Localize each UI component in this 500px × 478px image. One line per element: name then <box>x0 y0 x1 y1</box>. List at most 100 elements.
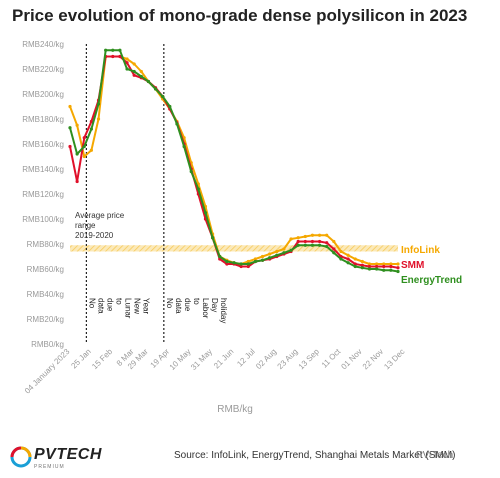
series-line-smm <box>69 55 399 269</box>
data-point-infolink <box>125 57 129 61</box>
data-point-infolink <box>303 234 307 239</box>
data-point-energytrend <box>232 261 236 265</box>
data-point-energytrend <box>367 267 372 271</box>
data-point-smm <box>375 264 379 269</box>
data-point-smm <box>332 247 336 251</box>
data-point-smm <box>353 262 357 266</box>
y-tick-label: RMB0/kg <box>31 340 64 349</box>
data-point-smm <box>118 54 122 59</box>
data-point-energytrend <box>253 259 257 264</box>
data-point-smm <box>325 241 329 245</box>
y-tick-label: RMB240/kg <box>22 40 64 49</box>
data-point-smm <box>68 144 72 149</box>
data-point-energytrend <box>189 169 193 174</box>
data-point-energytrend <box>389 268 393 272</box>
data-point-energytrend <box>296 243 300 247</box>
data-point-energytrend <box>310 243 315 247</box>
data-point-infolink <box>275 249 279 254</box>
data-point-energytrend <box>396 269 400 274</box>
x-tick-label: 02 Aug <box>254 347 278 371</box>
data-point-infolink <box>317 233 322 237</box>
data-point-energytrend <box>332 251 336 255</box>
data-point-infolink <box>75 123 79 127</box>
data-point-energytrend <box>260 258 265 262</box>
data-point-energytrend <box>175 122 179 126</box>
data-point-energytrend <box>382 268 386 272</box>
y-tick-label: RMB60/kg <box>27 265 64 274</box>
data-point-infolink <box>282 247 286 251</box>
data-point-energytrend <box>353 264 357 269</box>
data-point-energytrend <box>218 254 222 259</box>
data-point-infolink <box>260 254 265 259</box>
x-tick-label: 04 January 2023 <box>23 347 72 396</box>
data-point-energytrend <box>89 127 93 131</box>
data-point-infolink <box>253 257 257 261</box>
logo-wordmark: PVTECH <box>34 446 102 463</box>
data-point-energytrend <box>317 243 322 247</box>
data-point-energytrend <box>168 104 172 109</box>
data-point-infolink <box>68 104 72 109</box>
data-point-infolink <box>389 262 393 266</box>
x-tick-label: 10 May <box>168 347 193 372</box>
data-point-infolink <box>346 253 350 257</box>
data-point-energytrend <box>325 244 329 249</box>
data-point-smm <box>82 136 86 140</box>
y-tick-label: RMB160/kg <box>22 140 64 149</box>
data-point-smm <box>125 61 129 65</box>
data-point-energytrend <box>360 266 364 270</box>
no-data-note: NodataduetoLunarNewYear <box>87 298 150 319</box>
data-point-smm <box>346 257 350 261</box>
data-point-energytrend <box>75 152 79 156</box>
data-point-energytrend <box>132 69 136 74</box>
data-point-smm <box>310 239 315 244</box>
data-point-energytrend <box>282 251 286 255</box>
data-point-smm <box>225 262 229 266</box>
data-point-energytrend <box>146 79 151 84</box>
source-note: Source: InfoLink, EnergyTrend, Shanghai … <box>174 450 456 461</box>
data-point-infolink <box>296 236 300 240</box>
data-point-energytrend <box>225 259 229 264</box>
watermark: PV-Tech <box>416 450 454 461</box>
data-point-infolink <box>325 233 329 237</box>
data-point-energytrend <box>239 262 243 266</box>
data-point-infolink <box>382 262 386 266</box>
y-tick-label: RMB20/kg <box>27 315 64 324</box>
data-point-infolink <box>375 262 379 266</box>
y-tick-label: RMB40/kg <box>27 290 64 299</box>
y-tick-label: RMB120/kg <box>22 190 64 199</box>
y-tick-label: RMB140/kg <box>22 165 64 174</box>
average-price-band <box>70 245 398 252</box>
data-point-energytrend <box>96 102 101 106</box>
data-point-energytrend <box>139 74 143 79</box>
data-point-smm <box>396 266 400 270</box>
data-point-energytrend <box>303 243 307 247</box>
data-point-smm <box>367 264 372 269</box>
data-point-smm <box>317 239 322 244</box>
x-tick-label: 15 Feb <box>90 347 114 371</box>
series-line-energytrend <box>69 49 399 273</box>
data-point-energytrend <box>182 144 186 149</box>
x-tick-label: 13 Sep <box>297 347 322 372</box>
data-point-infolink <box>139 69 143 74</box>
data-point-smm <box>360 263 364 267</box>
data-point-energytrend <box>275 253 279 257</box>
price-chart: RMB0/kg RMB20/kg RMB40/kg RMB60/kg RMB80/kg R… <box>22 40 462 415</box>
data-point-energytrend <box>375 267 379 271</box>
legend-energytrend: EnergyTrend <box>401 275 462 286</box>
data-point-energytrend <box>161 94 165 99</box>
footer: PVTECH PREMIUM Source: InfoLink, EnergyT… <box>0 440 500 478</box>
data-point-smm <box>303 239 307 244</box>
data-point-infolink <box>289 237 293 241</box>
x-tick-label: 13 Dec <box>382 347 406 371</box>
data-point-energytrend <box>339 257 343 261</box>
data-point-infolink <box>396 262 400 266</box>
data-point-energytrend <box>82 144 86 149</box>
data-point-energytrend <box>118 48 122 52</box>
data-point-energytrend <box>196 187 200 191</box>
data-point-infolink <box>246 259 250 264</box>
data-point-energytrend <box>68 126 72 130</box>
data-point-smm <box>239 264 243 269</box>
data-point-smm <box>382 264 386 269</box>
x-tick-label: 31 May <box>189 347 214 372</box>
legend-smm: SMM <box>401 260 424 271</box>
